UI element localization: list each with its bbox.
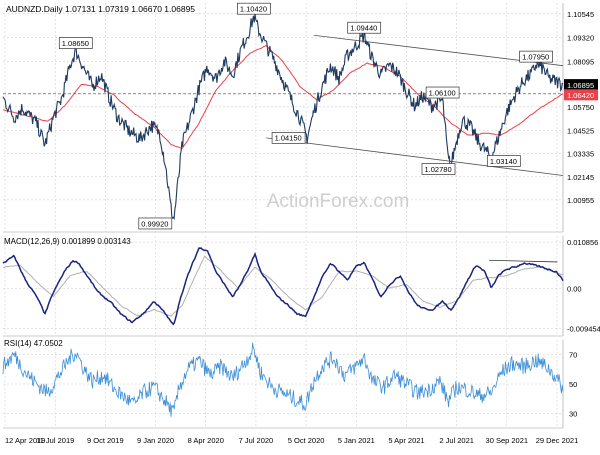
- macd-y-tick-label: 0.00: [567, 284, 582, 293]
- annotation-label: 1.07950: [522, 52, 549, 61]
- x-tick-label: 29 Dec 2021: [536, 436, 579, 445]
- price-y-tick-label: 1.09320: [567, 34, 594, 43]
- moving-average-line: [2, 44, 564, 149]
- annotation-label: 1.06100: [429, 88, 456, 97]
- annotation-label: 0.99920: [141, 219, 168, 228]
- watermark-text: ActionForex.com: [267, 191, 410, 212]
- x-tick-label: 9 Oct 2019: [87, 436, 124, 445]
- price-y-tick-label: 1.03335: [567, 150, 594, 159]
- x-tick-label: 5 Oct 2020: [288, 436, 325, 445]
- price-y-tick-label: 1.02145: [567, 173, 594, 182]
- ma-value-label: 1.06420: [567, 91, 594, 100]
- rsi-y-tick-label: 50: [569, 380, 577, 389]
- price-y-tick-label: 1.04525: [567, 127, 594, 136]
- macd-y-tick-label: -0.009454: [567, 325, 600, 334]
- annotation-box: [421, 163, 456, 175]
- price-y-tick-label: 1.10545: [567, 10, 594, 19]
- annotation-label: 1.04150: [275, 134, 302, 143]
- price-y-tick-label: 1.00955: [567, 196, 594, 205]
- macd-y-tick-label: 0.010856: [567, 238, 598, 247]
- macd-signal-line: [3, 255, 564, 317]
- annotation-box: [486, 155, 521, 167]
- annotation-label: 1.03140: [490, 157, 517, 166]
- x-tick-label: 7 Jul 2020: [239, 436, 274, 445]
- price-line: [2, 13, 564, 221]
- price-y-tick-label: 1.08095: [567, 57, 594, 66]
- annotation-label: 1.09440: [350, 24, 377, 33]
- last-price-label: 1.06895: [567, 81, 594, 90]
- x-tick-label: 2 Jul 2021: [439, 436, 474, 445]
- rsi-line: [2, 342, 564, 417]
- price-y-tick-label: 1.05750: [567, 103, 594, 112]
- x-tick-label: 5 Jan 2021: [338, 436, 375, 445]
- annotation-label: 1.10420: [240, 4, 267, 13]
- price-panel-title: AUDNZD.Daily 1.07131 1.07319 1.06670 1.0…: [6, 4, 195, 14]
- x-tick-label: 8 Apr 2020: [188, 436, 224, 445]
- rsi-y-tick-label: 70: [569, 351, 577, 360]
- macd-line: [2, 247, 564, 326]
- macd-panel-title: MACD(12,26,9) 0.001899 0.003143: [4, 237, 131, 246]
- annotation-box: [425, 86, 460, 99]
- annotation-label: 1.08650: [62, 39, 89, 48]
- annotation-box: [138, 217, 173, 230]
- series-layer: [2, 13, 564, 417]
- x-tick-label: 5 Apr 2021: [388, 436, 424, 445]
- annotation-box: [58, 37, 93, 49]
- last-price-box: [564, 79, 598, 91]
- macd-divergence-line: [489, 259, 558, 263]
- x-tick-label: 9 Jan 2020: [137, 436, 174, 445]
- x-tick-label: 11 Jul 2019: [36, 436, 74, 445]
- grid-layer: [3, 3, 564, 429]
- annotation-box: [237, 2, 271, 15]
- x-tick-label: 12 Apr 2019: [5, 436, 45, 445]
- rsi-y-tick-label: 30: [569, 409, 577, 418]
- annotation-box: [271, 132, 306, 144]
- annotation-box: [519, 50, 553, 63]
- channel-lower-line: [266, 137, 564, 176]
- x-tick-label: 30 Sep 2021: [486, 436, 529, 445]
- annotation-box: [347, 21, 382, 34]
- rsi-panel-title: RSI(14) 47.0502: [4, 339, 63, 348]
- ma-value-box: [564, 89, 598, 101]
- annotation-label: 1.02780: [425, 165, 452, 174]
